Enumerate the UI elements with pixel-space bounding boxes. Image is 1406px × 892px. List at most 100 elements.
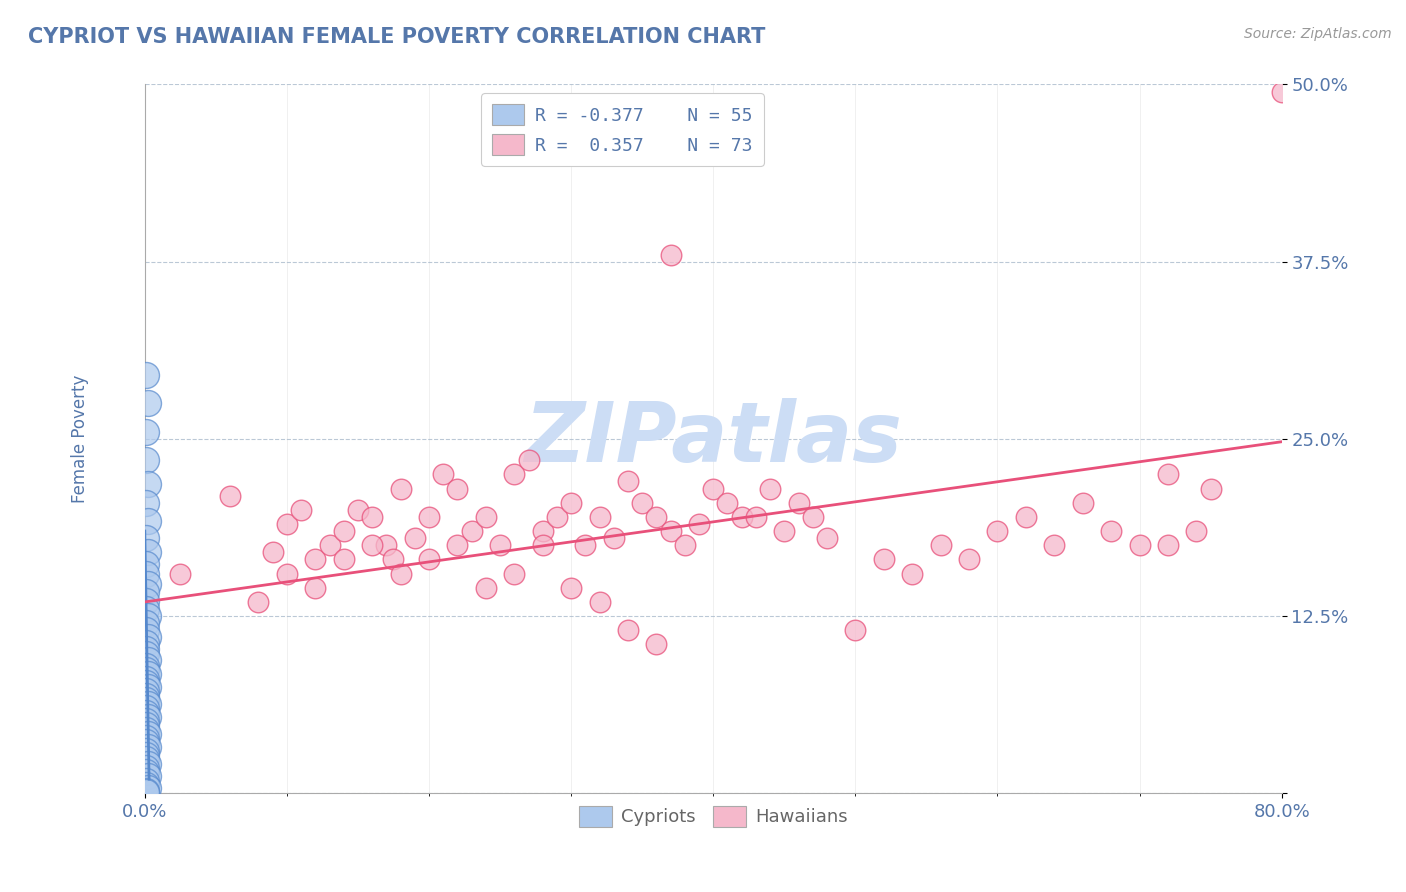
Point: [135, 531, 157, 545]
Point: [135, 684, 157, 698]
Point: [1043, 538, 1066, 552]
Point: [815, 531, 838, 545]
Text: ZIPatlas: ZIPatlas: [524, 399, 903, 479]
Point: [389, 566, 412, 581]
Point: [659, 524, 682, 538]
Point: [929, 538, 952, 552]
Point: [135, 731, 157, 745]
Point: [1157, 538, 1180, 552]
Point: [135, 672, 157, 686]
Point: [432, 467, 454, 482]
Point: [135, 593, 157, 607]
Point: [136, 680, 159, 694]
Point: [135, 692, 157, 706]
Point: [135, 778, 157, 792]
Point: [745, 509, 768, 524]
Point: [136, 514, 159, 528]
Point: [489, 538, 512, 552]
Point: [702, 482, 724, 496]
Point: [361, 538, 384, 552]
Point: [136, 667, 159, 681]
Point: [135, 689, 157, 703]
Point: [531, 524, 554, 538]
Point: [136, 710, 159, 724]
Point: [645, 638, 668, 652]
Point: [361, 509, 384, 524]
Point: [304, 581, 326, 595]
Point: [631, 496, 654, 510]
Point: [446, 482, 468, 496]
Point: [135, 773, 157, 788]
Point: [446, 538, 468, 552]
Point: [1015, 509, 1038, 524]
Point: [560, 496, 582, 510]
Point: [136, 739, 159, 754]
Point: [135, 744, 157, 758]
Point: [844, 624, 866, 638]
Point: [1129, 538, 1152, 552]
Point: [773, 524, 796, 538]
Point: [617, 624, 640, 638]
Point: [135, 701, 157, 715]
Point: [1185, 524, 1208, 538]
Point: [759, 482, 782, 496]
Point: [560, 581, 582, 595]
Point: [135, 747, 157, 762]
Point: [136, 609, 159, 624]
Point: [503, 467, 526, 482]
Point: [673, 538, 696, 552]
Point: [787, 496, 810, 510]
Point: [588, 595, 610, 609]
Point: [1271, 85, 1294, 99]
Point: [135, 453, 157, 467]
Point: [135, 602, 157, 616]
Point: [318, 538, 340, 552]
Point: [1071, 496, 1094, 510]
Point: [247, 595, 270, 609]
Point: [546, 509, 568, 524]
Point: [135, 566, 157, 581]
Point: [135, 624, 157, 638]
Point: [135, 675, 157, 690]
Point: [688, 516, 710, 531]
Point: [135, 616, 157, 631]
Point: [136, 780, 159, 795]
Text: Source: ZipAtlas.com: Source: ZipAtlas.com: [1244, 27, 1392, 41]
Point: [957, 552, 980, 566]
Point: [136, 396, 159, 410]
Point: [169, 566, 191, 581]
Point: [418, 509, 440, 524]
Point: [574, 538, 596, 552]
Point: [276, 566, 298, 581]
Point: [135, 765, 157, 780]
Point: [347, 503, 370, 517]
Point: [304, 552, 326, 566]
Point: [873, 552, 896, 566]
Point: [135, 496, 157, 510]
Point: [290, 503, 312, 517]
Point: [659, 247, 682, 261]
Point: [276, 516, 298, 531]
Point: [135, 783, 157, 797]
Point: [716, 496, 738, 510]
Point: [418, 552, 440, 566]
Point: [135, 761, 157, 775]
Point: [389, 482, 412, 496]
Point: [135, 425, 157, 439]
Point: [136, 697, 159, 711]
Text: CYPRIOT VS HAWAIIAN FEMALE POVERTY CORRELATION CHART: CYPRIOT VS HAWAIIAN FEMALE POVERTY CORRE…: [28, 27, 765, 46]
Point: [135, 735, 157, 749]
Point: [517, 453, 540, 467]
Point: [645, 509, 668, 524]
Point: [901, 566, 924, 581]
Legend: Cypriots, Hawaiians: Cypriots, Hawaiians: [572, 798, 855, 834]
Point: [135, 785, 157, 799]
Point: [503, 566, 526, 581]
Point: [136, 545, 159, 559]
Point: [136, 631, 159, 645]
Point: [262, 545, 284, 559]
Point: [1157, 467, 1180, 482]
Point: [1099, 524, 1122, 538]
Point: [135, 368, 157, 383]
Point: [135, 718, 157, 732]
